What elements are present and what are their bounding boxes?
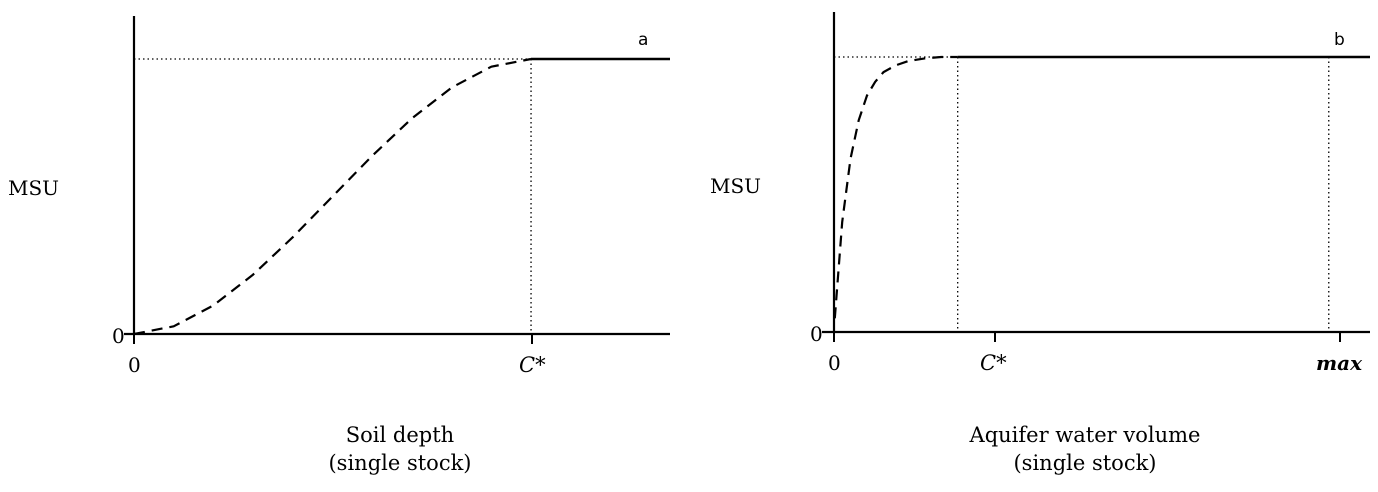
panel-a-marks (133, 57, 670, 336)
panel-a-response-curve (133, 57, 532, 336)
panel-a-ylabel: MSU (8, 176, 59, 200)
panel-a-xlabel: Soil depth (346, 423, 454, 447)
panel-b-y-tick-label-0: 0 (810, 322, 823, 346)
panel-a-xlabel-sub: (single stock) (328, 451, 471, 475)
panel-a-label: a (638, 30, 648, 50)
panel-b-xlabel-sub: (single stock) (1013, 451, 1156, 475)
panel-b-label: b (1334, 30, 1345, 50)
panel-b: MSU 0 0 C* max b Aquifer water volume (s… (710, 12, 1370, 475)
panel-b-ylabel: MSU (710, 174, 761, 198)
panel-b-marks (833, 55, 1370, 332)
panel-b-x-tick-label-cstar: C* (980, 351, 1007, 375)
panel-a-x-tick-label-0: 0 (128, 353, 141, 377)
panel-b-response-curve (833, 55, 958, 319)
panel-b-x-tick-label-0: 0 (828, 351, 841, 375)
panel-a-y-tick-label-0: 0 (112, 324, 125, 348)
panel-a: MSU 0 0 C* a Soil depth (single stock) (8, 16, 670, 475)
panel-b-xlabel: Aquifer water volume (969, 423, 1201, 447)
panel-b-x-tick-label-max: max (1316, 351, 1363, 375)
panel-a-x-tick-label-cstar: C* (519, 353, 546, 377)
